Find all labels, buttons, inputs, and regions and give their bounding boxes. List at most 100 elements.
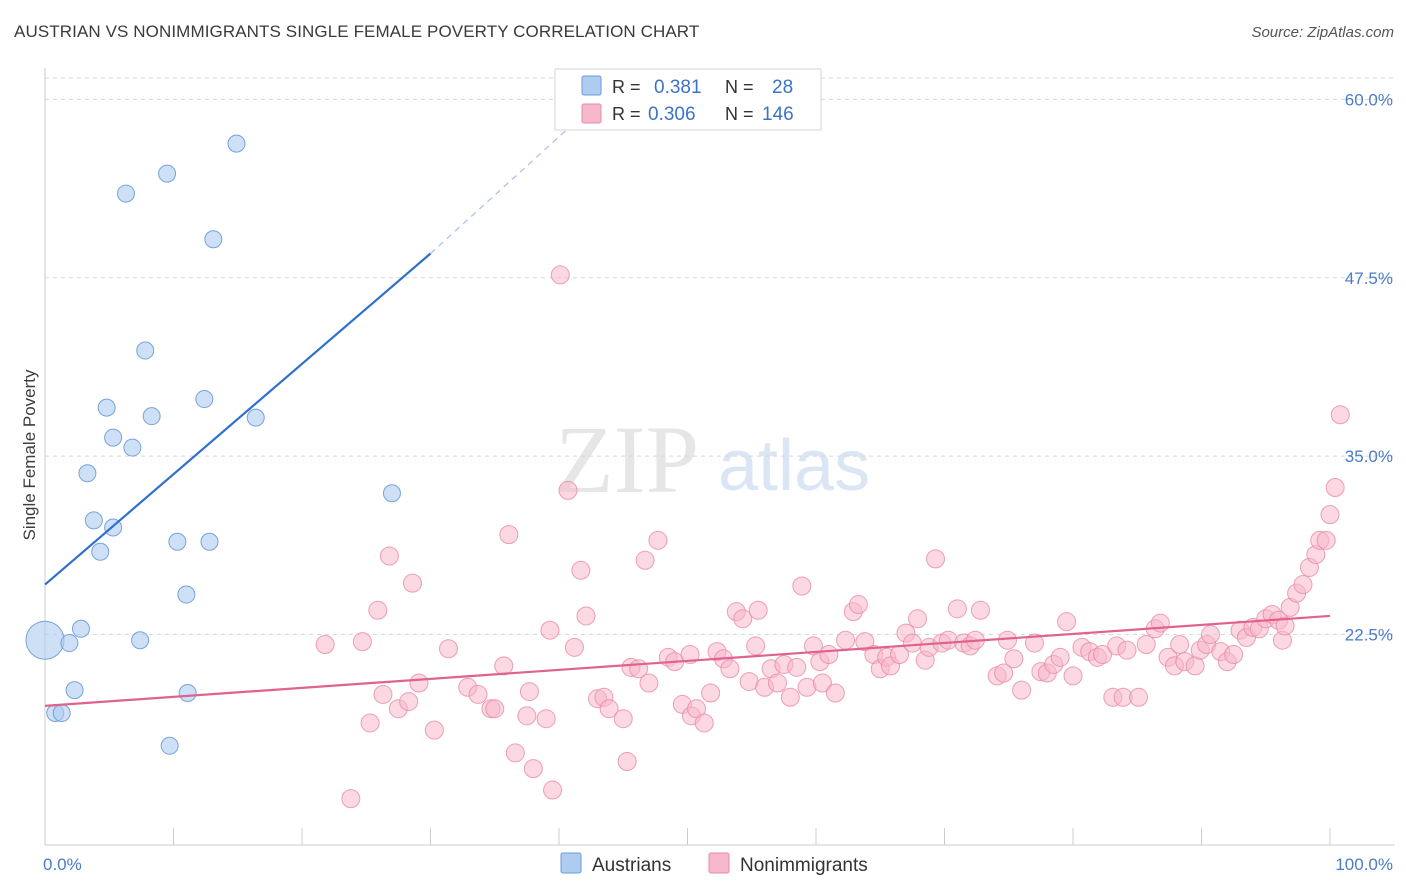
nonimmigrants-point [517,706,537,726]
nonimmigrants-point [617,751,637,771]
watermark-atlas: atlas [718,426,870,506]
correlation-legend: R = 0.381 N = 28 R = 0.306 N = 146 [554,68,822,131]
nonimmigrants-point [635,550,655,570]
austrians-point [142,407,161,426]
austrians-point [104,428,123,447]
austrians-point [382,484,401,503]
nonimmigrants-point [926,549,946,569]
legend-n-value-austrians: 28 [772,77,793,98]
austrians-point [178,684,197,703]
nonimmigrants-point [550,265,570,285]
y-tick-label: 60.0% [1345,90,1393,109]
nonimmigrants-point [399,692,419,712]
nonimmigrants-point [564,637,584,657]
nonimmigrants-point [1200,625,1220,644]
nonimmigrants-point [1063,666,1083,686]
austrians-point [116,184,135,203]
nonimmigrants-point [1320,505,1340,525]
nonimmigrants-point [970,600,990,620]
nonimmigrants-point [424,720,444,740]
nonimmigrants-point [1024,633,1044,653]
nonimmigrants-point [720,659,740,679]
nonimmigrants-point [648,530,668,550]
nonimmigrants-trendline [44,614,1331,707]
y-tick-label: 47.5% [1345,269,1393,288]
nonimmigrants-point [1275,616,1295,636]
nonimmigrants-point [368,600,388,620]
nonimmigrants-point [812,673,832,693]
nonimmigrants-point [352,632,372,652]
nonimmigrants-point [468,684,488,704]
nonimmigrants-point [540,620,560,640]
austrians-point [177,585,196,604]
nonimmigrants-point [599,699,619,719]
y-tick-label: 22.5% [1345,626,1393,645]
watermark-zip: ZIP [555,406,699,513]
austrians-point [60,634,79,653]
nonimmigrants-point [543,780,563,800]
axes [44,68,1395,846]
y-tick-labels: 22.5% 35.0% 47.5% 60.0% [1345,90,1393,644]
austrians-point [78,464,97,483]
austrians-point [25,620,65,660]
austrians-point [195,390,214,409]
nonimmigrants-point [819,644,839,664]
nonimmigrants-point [360,713,380,733]
nonimmigrants-point [780,687,800,707]
austrians-point [65,681,84,700]
austrians-point [71,619,90,638]
nonimmigrants-point [519,682,539,702]
austrians-point [97,398,116,417]
austrians-point [131,631,150,650]
nonimmigrants-point [341,789,361,809]
nonimmigrants-point [947,599,967,619]
nonimmigrants-point [1330,405,1350,425]
austrians-trendline-extension [430,124,573,254]
austrians-point [136,341,155,360]
nonimmigrants-point [1093,644,1113,664]
legend-r-label: R = [612,104,641,124]
nonimmigrants-point [1057,612,1077,632]
nonimmigrants-point [494,656,514,676]
nonimmigrants-point [1325,478,1345,498]
nonimmigrants-point [1004,649,1024,669]
nonimmigrants-point [680,644,700,664]
series-legend: Austrians Nonimmigrants [560,852,868,876]
nonimmigrants-point [938,630,958,650]
nonimmigrants-point [746,636,766,656]
nonimmigrants-point [836,630,856,650]
nonimmigrants-point [403,573,423,593]
nonimmigrants-point [639,673,659,693]
nonimmigrants-point [767,673,787,693]
nonimmigrants-point [1012,680,1032,700]
legend-r-value-nonimmigrants: 0.306 [648,104,696,125]
nonimmigrants-point [1316,530,1336,550]
nonimmigrants-point [908,609,928,629]
x-tick-label: 0.0% [43,855,82,874]
series-legend-nonimmigrants: Nonimmigrants [740,855,868,876]
austrians-trendline [44,252,432,586]
nonimmigrants-point [379,546,399,566]
gridlines [45,77,1395,635]
nonimmigrants-point [613,709,633,729]
nonimmigrants-point [701,683,721,703]
trendlines [44,124,1331,707]
x-tick-label: 100.0% [1335,855,1393,874]
nonimmigrants-point [1117,640,1137,660]
legend-n-label: N = [725,77,754,97]
nonimmigrants-point [787,657,807,677]
austrians-point [160,736,179,755]
nonimmigrants-point [848,595,868,615]
y-tick-label: 35.0% [1345,447,1393,466]
austrians-point [52,703,71,722]
series-legend-austrians: Austrians [592,855,671,876]
austrians-point [158,164,177,183]
nonimmigrants-point [1129,687,1149,707]
chart-title: AUSTRIAN VS NONIMMIGRANTS SINGLE FEMALE … [14,22,700,41]
nonimmigrants-point [523,759,543,779]
nonimmigrants-point [558,480,578,500]
nonimmigrants-point [748,600,768,620]
x-tick-labels: 0.0% 100.0% [43,855,1393,874]
nonimmigrants-point [997,630,1017,650]
